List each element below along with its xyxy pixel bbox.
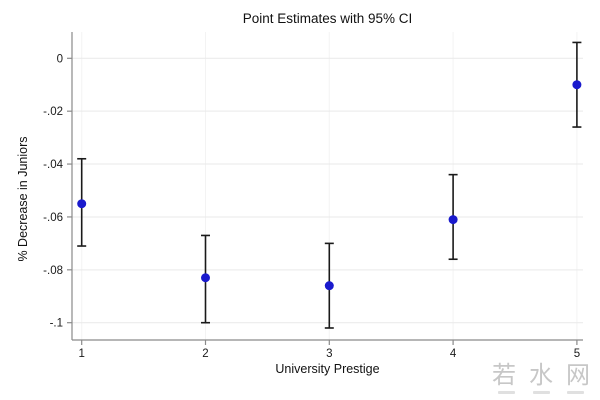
- y-tick-label: -.06: [43, 212, 63, 224]
- x-axis-label: University Prestige: [275, 362, 380, 376]
- data-point: [77, 199, 87, 209]
- x-tick-label: 4: [450, 348, 457, 360]
- x-tick-label: 5: [574, 348, 580, 360]
- data-point: [324, 281, 334, 291]
- x-tick-label: 1: [78, 348, 84, 360]
- y-tick-label: 0: [57, 53, 63, 65]
- y-tick-label: -.08: [43, 265, 63, 277]
- data-point: [201, 273, 210, 283]
- data-point: [572, 80, 582, 90]
- y-tick-label: -.02: [43, 106, 63, 118]
- data-point: [448, 215, 458, 225]
- x-tick-label: 2: [202, 348, 208, 360]
- y-tick-label: -.04: [43, 159, 63, 171]
- x-tick-label: 3: [326, 348, 332, 360]
- y-tick-label: -.1: [50, 318, 63, 330]
- chart-title: Point Estimates with 95% CI: [242, 11, 413, 26]
